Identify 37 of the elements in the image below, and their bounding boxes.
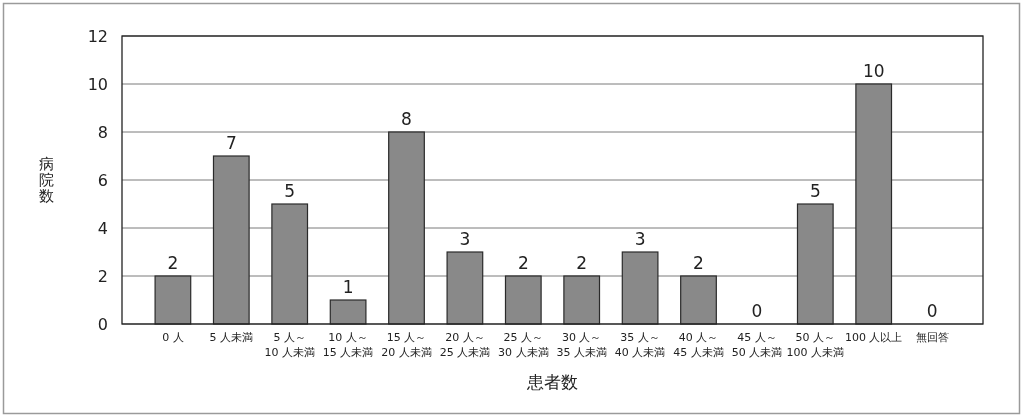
- x-tick-label: 0 人: [162, 331, 184, 344]
- data-label: 5: [284, 181, 296, 201]
- data-label: 1: [342, 277, 354, 297]
- data-label: 3: [634, 229, 646, 249]
- y-tick-label: 0: [97, 315, 108, 334]
- data-label: 2: [693, 253, 704, 273]
- data-label: 10: [862, 61, 885, 81]
- x-tick-label: 30 人～ 35 人未満: [556, 331, 607, 359]
- y-tick-label: 8: [97, 123, 108, 142]
- y-tick-label: 4: [97, 219, 108, 238]
- data-label: 3: [459, 229, 471, 249]
- data-label: 0: [926, 301, 938, 321]
- data-label: 2: [517, 253, 529, 273]
- x-tick-label: 5 人未満: [209, 331, 254, 344]
- y-tick-label: 10: [87, 75, 108, 94]
- data-label: 2: [576, 253, 588, 273]
- data-label: 5: [809, 181, 821, 201]
- x-tick-label: 15 人～ 20 人未満: [381, 331, 432, 359]
- data-label: 7: [225, 133, 237, 153]
- data-label: 0: [751, 301, 763, 321]
- x-tick-label: 無回答: [915, 331, 949, 344]
- y-tick-label: 6: [97, 171, 108, 190]
- x-tick-label: 25 人～ 30 人未満: [498, 331, 549, 359]
- data-label: 2: [167, 253, 179, 273]
- y-tick-label: 12: [87, 27, 108, 46]
- x-tick-label: 10 人～ 15 人未満: [322, 331, 374, 359]
- x-tick-label: 35 人～ 40 人未満: [614, 331, 666, 359]
- x-tick-label: 45 人～ 50 人未満: [731, 331, 783, 359]
- x-tick-label: 100 人以上: [844, 331, 903, 344]
- data-label: 8: [401, 109, 412, 129]
- x-tick-label: 20 人～ 25 人未満: [439, 331, 491, 359]
- x-tick-label: 5 人～ 10 人未満: [264, 331, 315, 359]
- x-tick-label: 50 人～ 100 人未満: [786, 331, 845, 359]
- y-tick-label: 2: [97, 267, 108, 286]
- y-axis-title: 病院数: [38, 155, 54, 205]
- x-tick-label: 40 人～ 45 人未満: [673, 331, 724, 359]
- x-axis-title: 患者数: [527, 372, 578, 392]
